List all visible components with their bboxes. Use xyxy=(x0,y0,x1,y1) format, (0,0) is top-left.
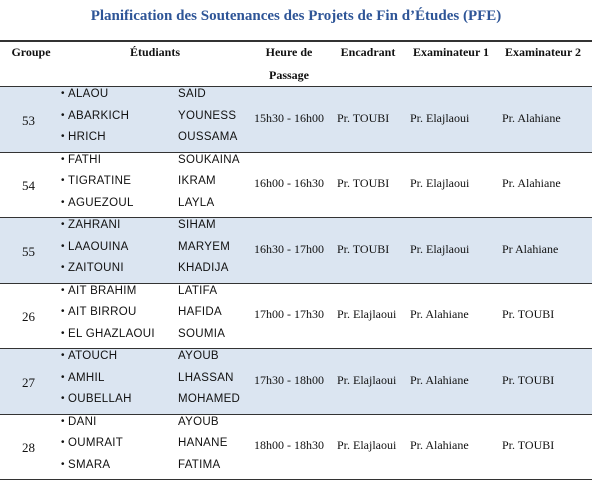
examiner-1: Pr. Alahiane xyxy=(410,372,469,387)
time: 15h30 - 16h00 xyxy=(254,110,324,125)
examiner-2: Pr. TOUBI xyxy=(502,307,555,322)
student-last-name: ZAHRANI xyxy=(61,219,121,231)
examiner-1: Pr. Elajlaoui xyxy=(410,176,470,191)
examiner-1: Pr. Elajlaoui xyxy=(410,110,470,125)
examiner-2: Pr. Alahiane xyxy=(502,110,561,125)
student-last-name: HRICH xyxy=(61,131,106,143)
header-cell: Heure de Passage xyxy=(265,45,313,82)
supervisor: Pr. TOUBI xyxy=(337,241,390,256)
student-last-name: AMHIL xyxy=(61,372,105,384)
student-last-name: FATHI xyxy=(61,154,101,166)
student-last-name: SMARA xyxy=(61,459,110,471)
rule xyxy=(0,40,592,42)
student-last-name: ALAOU xyxy=(61,88,109,100)
student-first-name: IKRAM xyxy=(178,175,216,187)
student-first-name: AYOUB xyxy=(178,350,219,362)
student-last-name: AIT BIRROU xyxy=(61,306,137,318)
student-first-name: LHASSAN xyxy=(178,371,234,384)
header-cell: Étudiants xyxy=(129,45,181,59)
time: 17h30 - 18h00 xyxy=(254,372,324,387)
student-first-name: FATIMA xyxy=(178,458,221,471)
examiner-2: Pr Alahiane xyxy=(502,241,559,256)
time: 17h00 - 17h30 xyxy=(254,307,324,322)
supervisor: Pr. Elajlaoui xyxy=(337,307,397,322)
student-first-name: HANANE xyxy=(178,437,228,449)
rule xyxy=(0,86,592,87)
student-first-name: MARYEM xyxy=(178,240,231,253)
header-cell: Groupe xyxy=(11,45,51,59)
student-first-name: KHADIJA xyxy=(178,262,229,274)
examiner-2: Pr. TOUBI xyxy=(502,372,555,387)
student-first-name: SAID xyxy=(178,88,207,100)
supervisor: Pr. TOUBI xyxy=(337,176,390,191)
student-last-name: AGUEZOUL xyxy=(61,197,134,209)
student-last-name: ATOUCH xyxy=(61,350,117,362)
student-first-name: SOUMIA xyxy=(178,327,226,340)
student-first-name: MOHAMED xyxy=(178,393,241,405)
student-first-name: YOUNESS xyxy=(178,109,237,122)
examiner-1: Pr. Alahiane xyxy=(410,438,469,453)
examiner-2: Pr. Alahiane xyxy=(502,176,561,191)
student-last-name: OUMRAIT xyxy=(61,437,123,449)
student-last-name: EL GHAZLAOUI xyxy=(61,328,155,340)
header-cell: Examinateur 1 xyxy=(412,45,490,59)
rule xyxy=(0,348,592,349)
group: 28 xyxy=(22,440,35,456)
student-first-name: AYOUB xyxy=(178,415,219,428)
group: 55 xyxy=(22,243,35,259)
student-last-name: ZAITOUNI xyxy=(61,262,124,274)
student-first-name: LAYLA xyxy=(178,196,215,209)
student-first-name: LATIFA xyxy=(178,284,218,297)
time: 16h00 - 16h30 xyxy=(254,176,324,191)
student-last-name: LAAOUINA xyxy=(61,241,129,253)
student-last-name: AIT BRAHIM xyxy=(61,285,137,297)
rule xyxy=(0,282,592,284)
student-last-name: ABARKICH xyxy=(61,110,129,122)
rule xyxy=(0,151,592,153)
examiner-1: Pr. Elajlaoui xyxy=(410,241,470,256)
time: 16h30 - 17h00 xyxy=(254,241,324,256)
student-first-name: HAFIDA xyxy=(178,306,222,318)
supervisor: Pr. Elajlaoui xyxy=(337,438,397,453)
header-cell: Examinateur 2 xyxy=(504,45,582,59)
student-first-name: OUSSAMA xyxy=(178,131,238,143)
supervisor: Pr. Elajlaoui xyxy=(337,372,397,387)
student-first-name: SOUKAINA xyxy=(178,153,240,166)
group: 54 xyxy=(22,178,35,194)
rule xyxy=(0,479,592,480)
examiner-2: Pr. TOUBI xyxy=(502,438,555,453)
header-cell: Encadrant xyxy=(340,45,396,59)
rule xyxy=(0,413,592,415)
supervisor: Pr. TOUBI xyxy=(337,110,390,125)
student-last-name: TIGRATINE xyxy=(61,175,131,187)
rule xyxy=(0,217,592,218)
group: 27 xyxy=(22,374,35,390)
time: 18h00 - 18h30 xyxy=(254,438,324,453)
student-last-name: OUBELLAH xyxy=(61,393,132,405)
examiner-1: Pr. Alahiane xyxy=(410,307,469,322)
group: 26 xyxy=(22,309,35,325)
student-first-name: SIHAM xyxy=(178,219,216,231)
student-last-name: DANI xyxy=(61,416,97,428)
group: 53 xyxy=(22,112,35,128)
title: Planification des Soutenances des Projet… xyxy=(90,8,502,24)
